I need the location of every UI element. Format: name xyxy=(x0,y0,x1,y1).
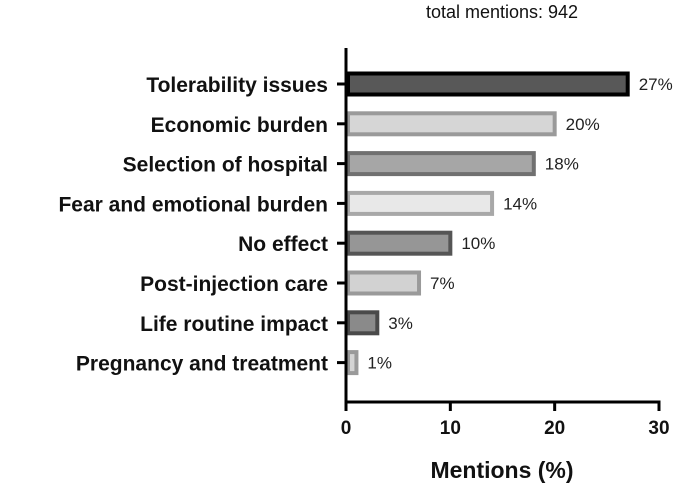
x-tick-label: 10 xyxy=(440,418,461,439)
value-label: 1% xyxy=(367,354,392,373)
total-mentions-note: total mentions: 942 xyxy=(426,2,578,22)
category-label: Economic burden xyxy=(151,114,328,137)
category-label: No effect xyxy=(238,233,328,256)
value-label: 7% xyxy=(430,274,455,293)
bar-life-routine-impact xyxy=(346,310,380,336)
bar-economic-burden xyxy=(346,111,557,137)
bar-post-injection-care xyxy=(346,270,422,296)
category-label: Pregnancy and treatment xyxy=(76,353,328,376)
bar-pregnancy-and-treatment xyxy=(346,350,359,376)
category-label: Tolerability issues xyxy=(146,74,328,97)
bars-layer xyxy=(346,71,630,376)
x-axis-title: Mentions (%) xyxy=(430,457,573,483)
value-label: 14% xyxy=(503,194,537,213)
bar-no-effect xyxy=(346,230,453,256)
value-label: 18% xyxy=(545,155,579,174)
value-label: 3% xyxy=(388,314,413,333)
bar-fear-and-emotional-burden xyxy=(346,190,495,216)
x-tick-label: 30 xyxy=(648,418,669,439)
value-label: 10% xyxy=(461,234,495,253)
x-tick-label: 20 xyxy=(544,418,565,439)
bar-tolerability-issues xyxy=(346,71,630,97)
category-label: Post-injection care xyxy=(140,273,328,296)
category-label: Fear and emotional burden xyxy=(58,193,328,216)
category-label: Selection of hospital xyxy=(123,154,328,177)
x-axis: 0 10 20 30 xyxy=(337,48,670,439)
x-tick-label: 0 xyxy=(341,418,352,439)
value-label: 27% xyxy=(639,75,673,94)
bar-selection-of-hospital xyxy=(346,151,536,177)
category-label: Life routine impact xyxy=(140,313,328,336)
value-label: 20% xyxy=(566,115,600,134)
category-labels: 27% Tolerability issues 20% Economic burden… xyxy=(58,74,672,376)
